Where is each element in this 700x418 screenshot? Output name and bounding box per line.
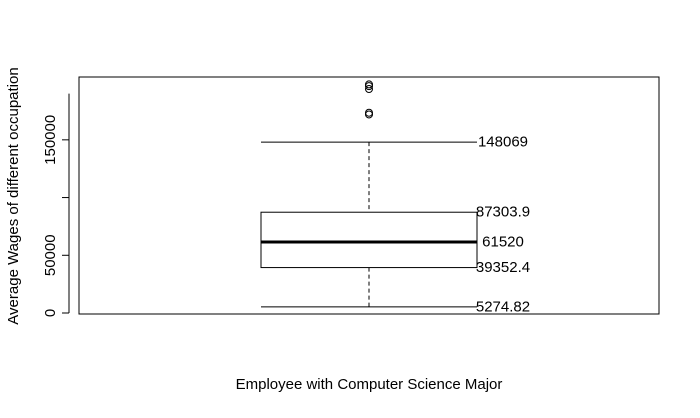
value-label: 5274.82: [476, 298, 530, 315]
outlier-point: [365, 108, 373, 117]
annotation-layer: 148069 87303.9 61520 39352.4 5274.82: [476, 134, 530, 316]
x-axis-label: Employee with Computer Science Major: [236, 376, 503, 393]
value-label: 39352.4: [476, 259, 530, 276]
value-label: 61520: [482, 233, 524, 250]
outlier-point: [365, 80, 373, 89]
value-label: 87303.9: [476, 204, 530, 221]
y-axis: 0 50000 150000: [42, 93, 70, 317]
outlier-layer: [365, 80, 373, 119]
value-label: 148069: [478, 134, 528, 151]
y-tick-label: 0: [42, 309, 59, 317]
box-layer: [260, 141, 478, 308]
outlier-point: [365, 85, 373, 94]
y-axis-label: Average Wages of different occupation: [5, 67, 22, 324]
plot-frame: [78, 76, 660, 315]
y-tick-label: 50000: [42, 234, 59, 276]
y-tick-label: 150000: [42, 115, 59, 165]
box-iqr: [260, 211, 478, 269]
